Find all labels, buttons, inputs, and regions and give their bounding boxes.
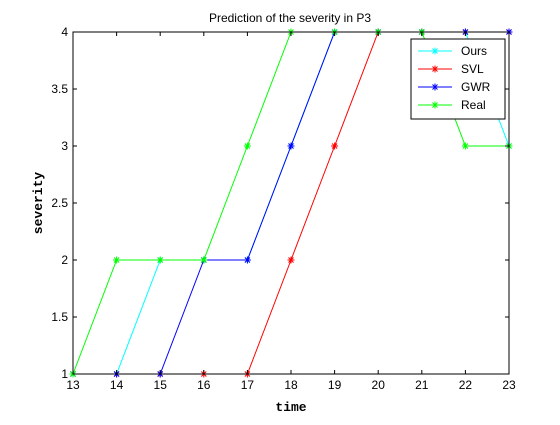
legend-marker-gwr [431,83,439,91]
legend-marker-real [431,101,439,109]
legend-box [410,38,506,120]
data-point-svl [287,256,295,264]
x-axis-label: time [275,400,306,415]
legend-label-svl: SVL [461,62,484,76]
x-tick-label: 22 [459,378,473,392]
ticks-layer: 13 14 15 16 17 18 19 20 21 22 23 1 1.5 2 2.5 3 3.5 4 [51,25,516,392]
y-tick-label: 2.5 [51,196,68,210]
legend-label-real: Real [461,98,486,112]
legend: Ours SVL GWR Real [410,38,506,120]
x-tick-label: 14 [110,378,124,392]
data-point-real [200,256,208,264]
y-tick-label: 2 [61,253,68,267]
y-tick-label: 1.5 [51,310,68,324]
y-tick-label: 4 [61,25,68,39]
data-point-gwr [287,142,295,150]
legend-label-gwr: GWR [461,80,491,94]
data-point-gwr [243,256,251,264]
x-tick-label: 21 [415,378,429,392]
x-tick-label: 23 [502,378,516,392]
data-point-svl [331,142,339,150]
y-tick-label: 3 [61,139,68,153]
data-point-real [156,256,164,264]
x-tick-label: 17 [241,378,255,392]
x-tick-label: 15 [154,378,168,392]
legend-label-ours: Ours [461,44,487,58]
x-tick-label: 13 [66,378,80,392]
chart-title: Prediction of the severity in P3 [209,11,371,25]
x-tick-label: 19 [328,378,342,392]
x-tick-label: 20 [372,378,386,392]
data-point-real [113,256,121,264]
y-axis-label: severity [31,172,46,235]
y-tick-label: 3.5 [51,82,68,96]
legend-marker-ours [431,47,439,55]
data-point-real [243,142,251,150]
y-tick-label: 1 [61,367,68,381]
x-tick-label: 18 [284,378,298,392]
data-point-real [461,142,469,150]
legend-marker-svl [431,65,439,73]
x-tick-label: 16 [197,378,211,392]
